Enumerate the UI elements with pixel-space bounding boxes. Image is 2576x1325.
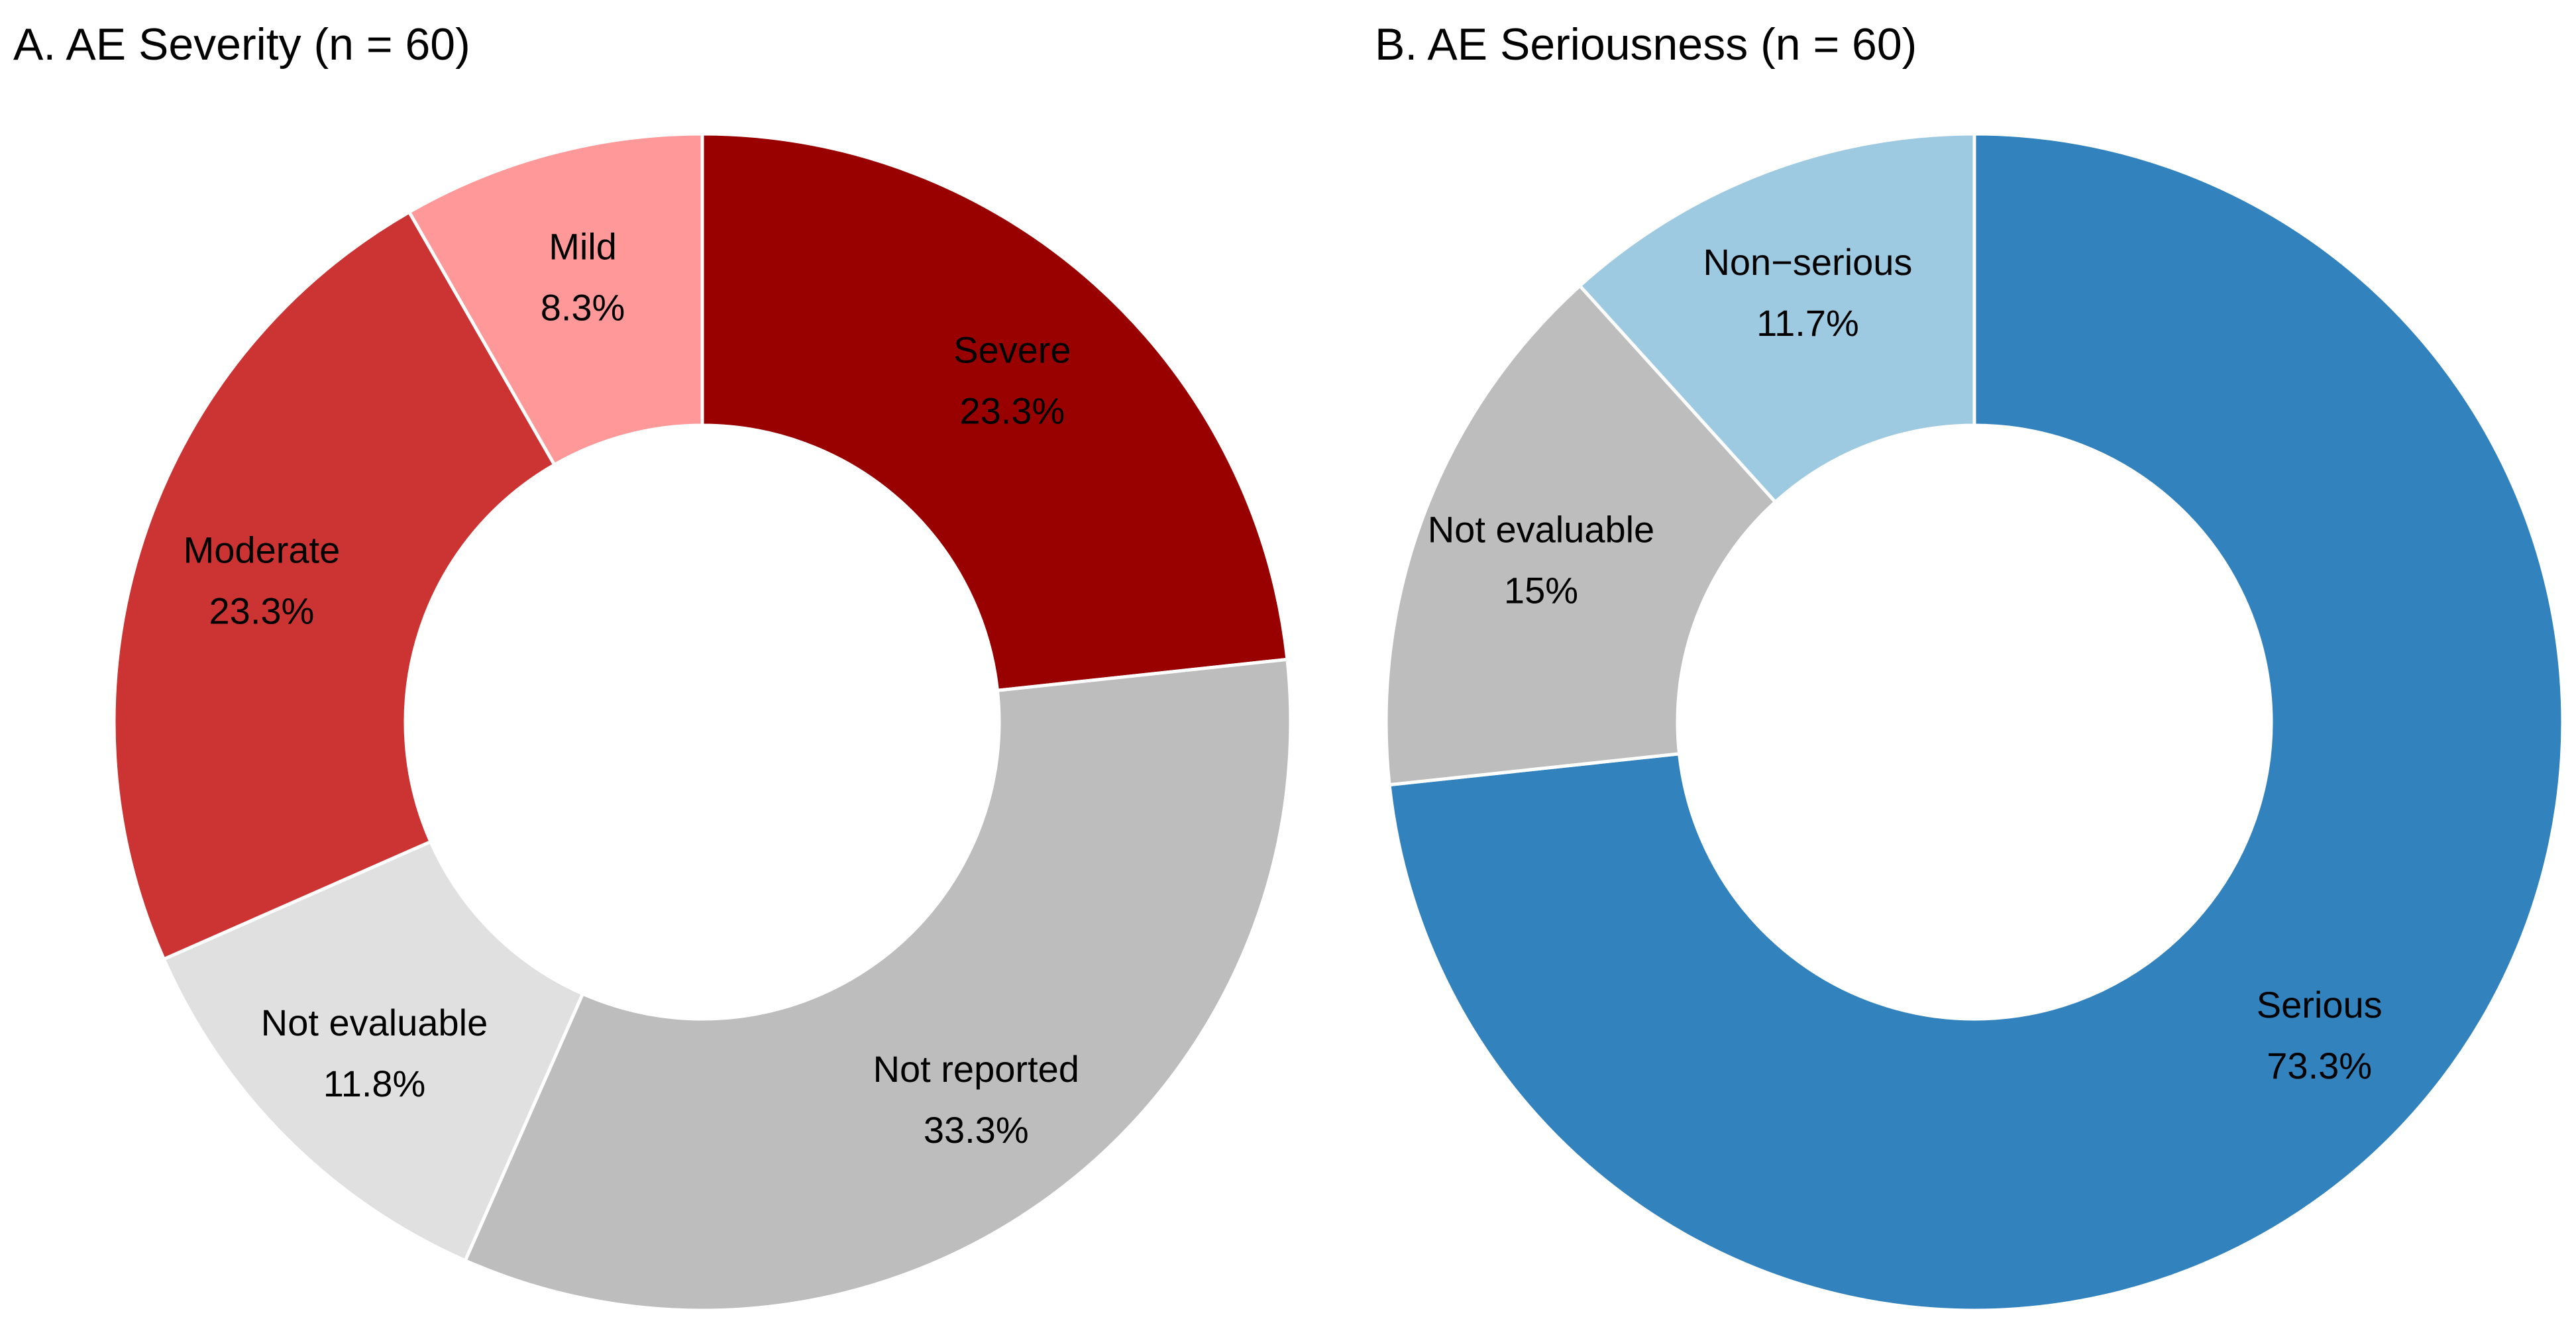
severity-percent-not-reported: 33.3%	[924, 1109, 1029, 1151]
seriousness-slice-not-evaluable	[1384, 283, 1778, 787]
panel-a-title: A. AE Severity (n = 60)	[13, 19, 470, 70]
severity-donut: Severe 23.3% Not reported 33.3% Not evaluabl…	[112, 132, 1293, 1312]
severity-label-moderate: Moderate	[184, 529, 341, 571]
severity-slice-severe	[700, 132, 1289, 692]
severity-percent-not-evaluable: 11.8%	[323, 1063, 426, 1104]
severity-label-mild: Mild	[549, 226, 617, 268]
seriousness-label-serious: Serious	[2257, 984, 2383, 1026]
seriousness-percent-serious: 73.3%	[2267, 1045, 2372, 1086]
seriousness-label-not-evaluable: Not evaluable	[1428, 509, 1654, 551]
seriousness-label-non-serious: Non−serious	[1703, 241, 1912, 283]
severity-label-not-evaluable: Not evaluable	[261, 1002, 488, 1043]
seriousness-donut: Serious 73.3% Not evaluable 15% Non−serious 1…	[1384, 132, 2565, 1312]
severity-slice-not-evaluable	[161, 839, 585, 1263]
severity-slice-mild	[407, 132, 704, 467]
panel-b-title: B. AE Seriousness (n = 60)	[1375, 19, 1917, 70]
severity-label-not-reported: Not reported	[873, 1048, 1079, 1090]
severity-slice-moderate	[112, 209, 557, 962]
seriousness-percent-non-serious: 11.7%	[1756, 302, 1859, 344]
seriousness-percent-not-evaluable: 15%	[1504, 570, 1578, 611]
severity-percent-moderate: 23.3%	[209, 590, 315, 632]
seriousness-slice-non-serious	[1577, 132, 1976, 505]
severity-label-severe: Severe	[953, 329, 1071, 370]
severity-slice-not-reported	[462, 657, 1293, 1312]
seriousness-slice-serious	[1387, 132, 2565, 1312]
severity-percent-mild: 8.3%	[541, 287, 625, 329]
severity-percent-severe: 23.3%	[959, 390, 1065, 431]
